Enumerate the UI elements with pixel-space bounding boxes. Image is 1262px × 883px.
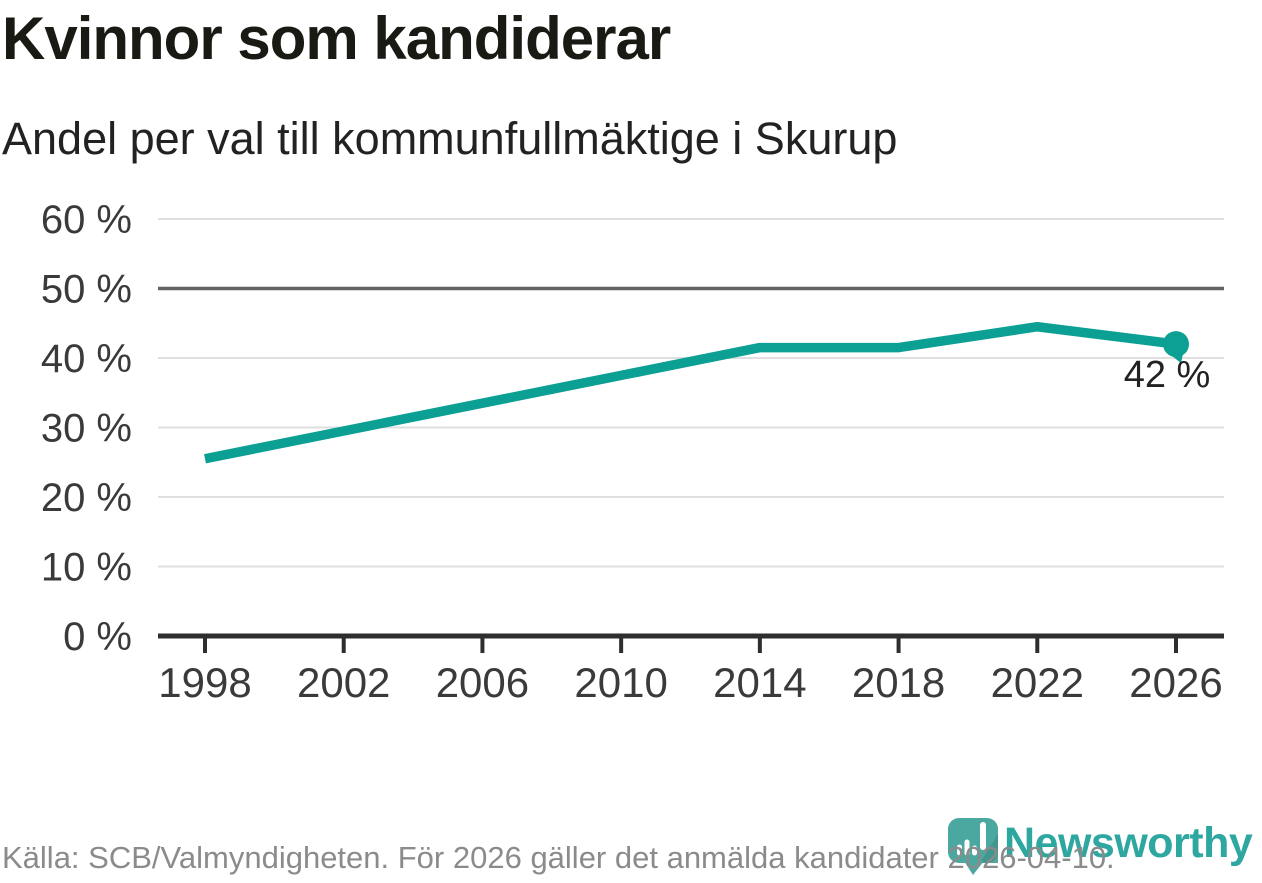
y-tick-label: 20 % <box>41 476 132 520</box>
newsworthy-logo-icon <box>948 818 998 875</box>
y-tick-label: 0 % <box>63 615 132 659</box>
y-tick-label: 50 % <box>41 268 132 312</box>
x-tick-label: 2014 <box>713 659 806 706</box>
x-tick-label: 2018 <box>852 659 945 706</box>
y-tick-label: 30 % <box>41 407 132 451</box>
newsworthy-logo-text: Newsworthy <box>1004 819 1253 867</box>
data-line <box>204 321 1177 464</box>
chart-subtitle: Andel per val till kommunfullmäktige i S… <box>2 113 898 164</box>
x-tick-label: 2006 <box>436 659 529 706</box>
chart-title: Kvinnor som kandiderar <box>2 5 671 72</box>
x-tick-label: 2002 <box>297 659 390 706</box>
y-tick-label: 60 % <box>41 198 132 242</box>
newsworthy-logo <box>946 812 1004 883</box>
y-tick-label: 40 % <box>41 337 132 381</box>
x-tick-label: 2010 <box>574 659 667 706</box>
endpoint-label: 42 % <box>1124 354 1211 396</box>
x-tick-label: 2022 <box>991 659 1084 706</box>
endpoint-marker <box>1163 331 1189 358</box>
source-note: Källa: SCB/Valmyndigheten. För 2026 gäll… <box>2 840 1115 875</box>
x-tick-label: 2026 <box>1129 659 1222 706</box>
x-tick-label: 1998 <box>158 659 251 706</box>
y-tick-label: 10 % <box>41 546 132 590</box>
